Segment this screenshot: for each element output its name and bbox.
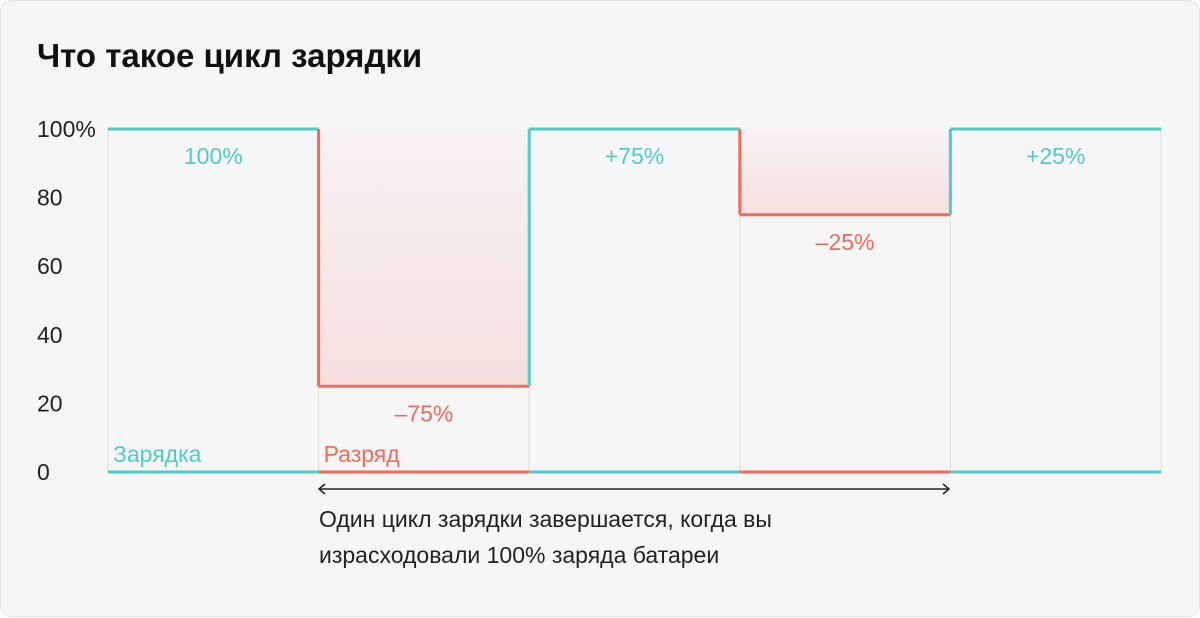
y-tick-label: 100% [37, 116, 96, 142]
cycle-annotation-line-1: Один цикл зарядки завершается, когда вы [319, 506, 772, 532]
legend-charge: Зарядка [113, 441, 202, 467]
y-tick-label: 60 [37, 253, 63, 279]
segment-value-label: +25% [1026, 143, 1085, 169]
legend-discharge: Разряд [324, 441, 401, 467]
y-tick-label: 40 [37, 322, 63, 348]
segment-value-label: –75% [394, 400, 453, 426]
segment-value-label: 100% [184, 143, 243, 169]
chart-title: Что такое цикл зарядки [37, 37, 423, 74]
segment-value-label: +75% [605, 143, 664, 169]
segment-value-label: –25% [816, 229, 875, 255]
cycle-annotation-line-2: израсходовали 100% заряда батареи [319, 542, 720, 568]
cycle-annotation: Один цикл зарядки завершается, когда вы … [319, 501, 772, 573]
cycle-arrow-right-head [942, 483, 951, 495]
y-tick-label: 20 [37, 390, 63, 416]
y-tick-label: 80 [37, 185, 63, 211]
discharge-area [318, 129, 530, 387]
cycle-arrow-left-head [317, 483, 326, 495]
cycle-arrow [317, 483, 951, 495]
y-tick-label: 0 [37, 459, 50, 485]
discharge-area [739, 129, 951, 215]
